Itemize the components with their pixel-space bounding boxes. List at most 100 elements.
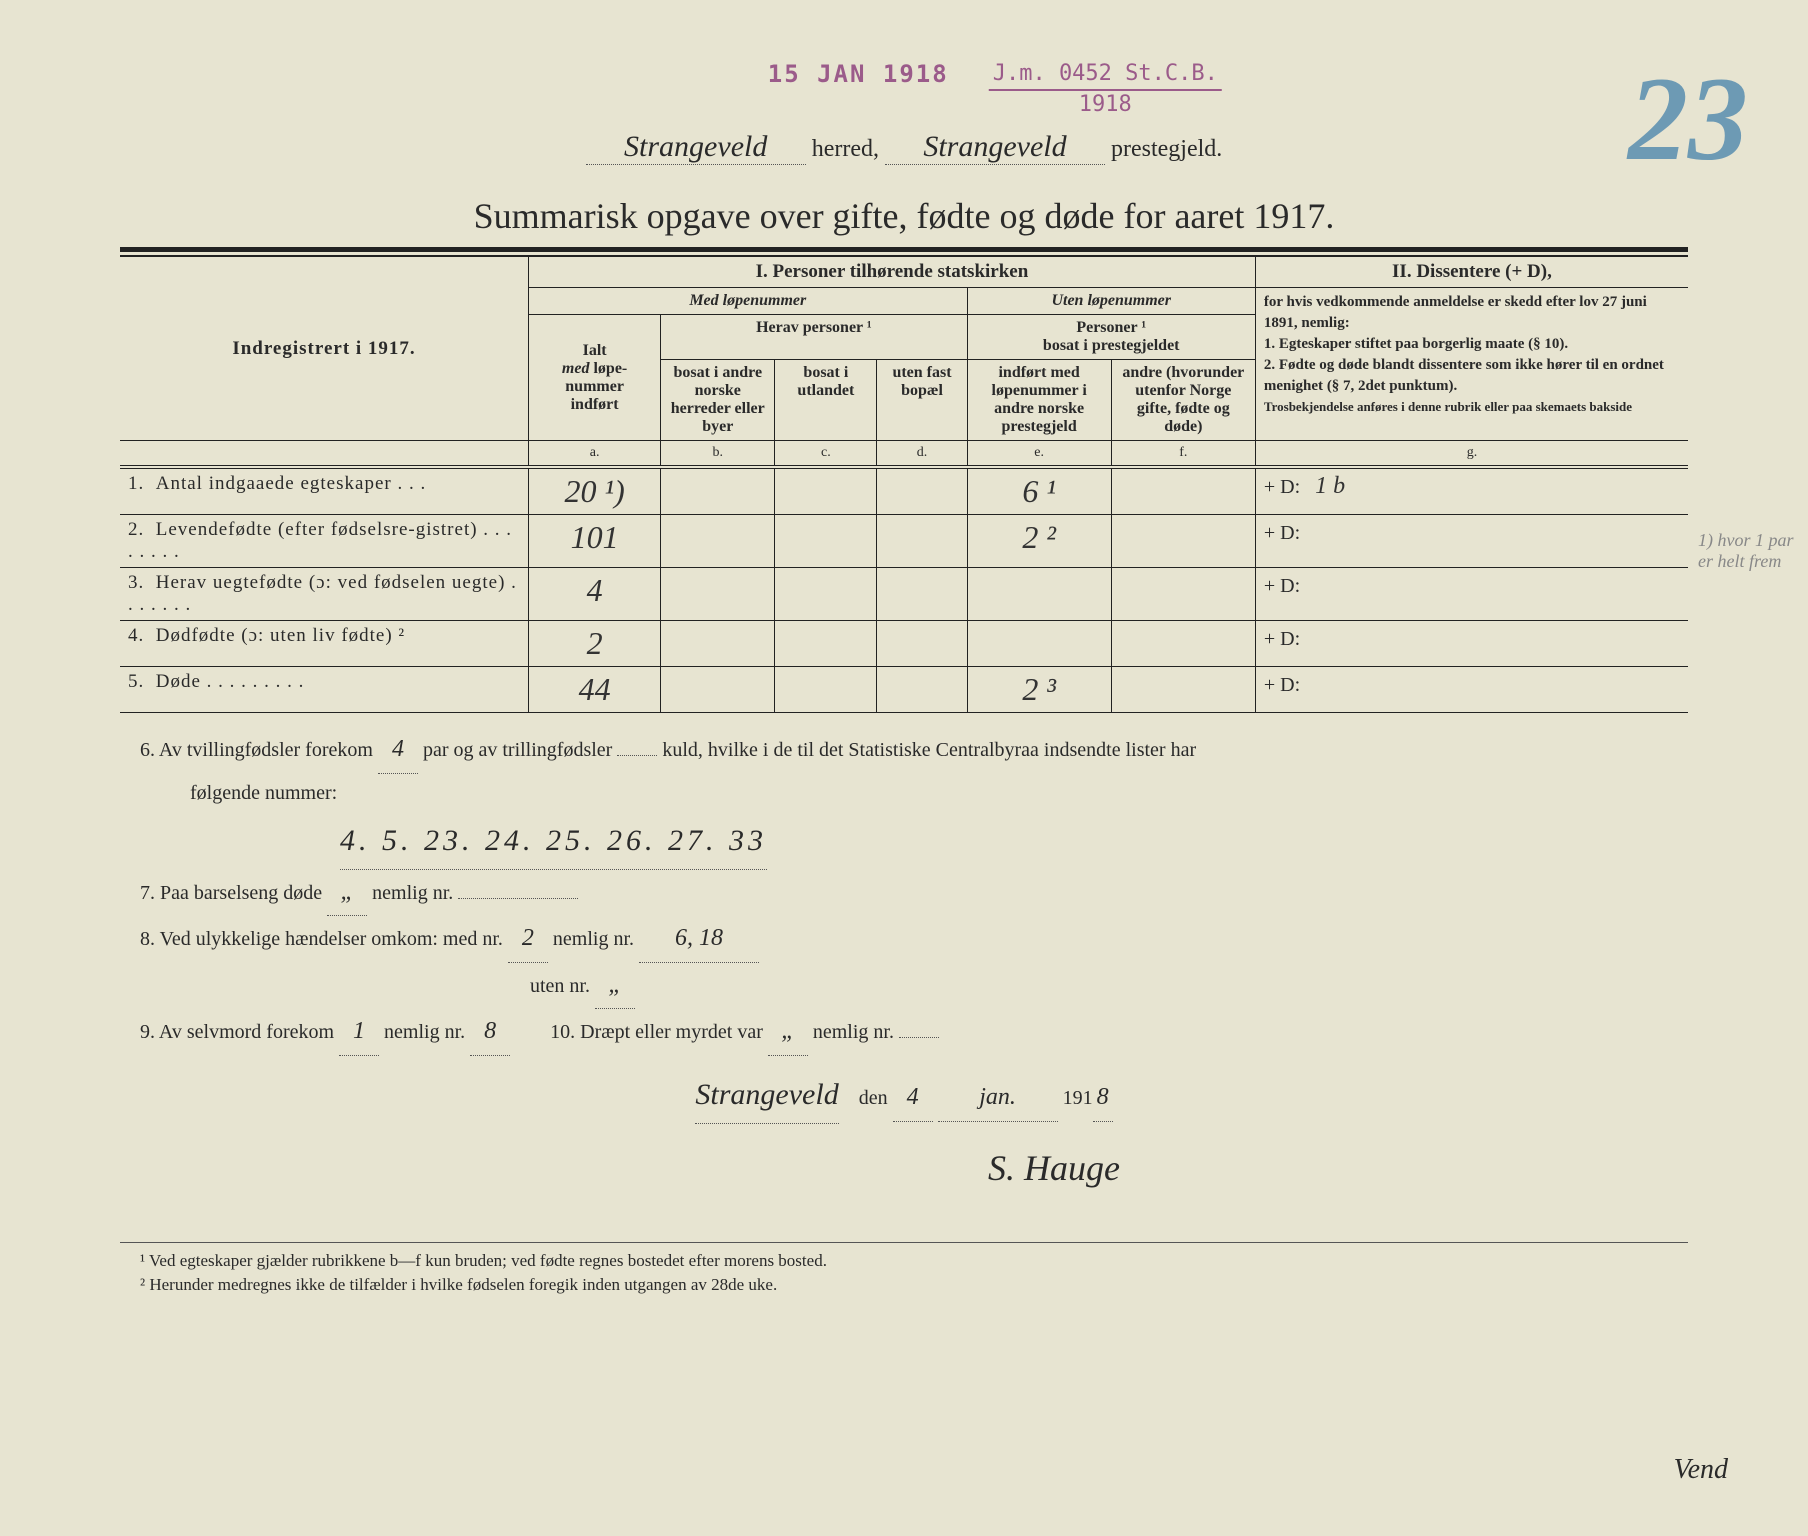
cell-e: 2 ³ [967,667,1111,713]
row-label: 4. Dødfødte (ɔ: uten liv fødte) ² [120,621,529,667]
uten-lope-header: Uten løpenummer [967,288,1255,315]
main-rule [120,247,1688,256]
cell-f [1111,467,1255,515]
twin-count: 4 [378,727,418,774]
date-month: jan. [938,1075,1058,1122]
cell-b [661,467,775,515]
cell-f [1111,621,1255,667]
signature: S. Hauge [140,1134,1668,1202]
l8-med: 2 [508,916,548,963]
cell-e [967,568,1111,621]
l10-nr [899,1037,939,1038]
cell-c [775,568,877,621]
line-6: 6. Av tvillingfødsler forekom 4 par og a… [140,727,1668,774]
line-8: 8. Ved ulykkelige hændelser omkom: med n… [140,916,1668,963]
cell-d [877,515,967,568]
prestegjeld-value: Strangeveld [885,130,1105,165]
letter-f: f. [1111,441,1255,468]
cell-b [661,515,775,568]
indreg-header: Indregistrert i 1917. [120,257,529,441]
signature-name: S. Hauge [988,1134,1120,1202]
signature-line: Strangeveld den 4 jan. 1918 [140,1066,1668,1124]
footnote-1: ¹ Ved egteskaper gjælder rubrikkene b—f … [140,1249,1688,1273]
letter-c: c. [775,441,877,468]
cell-e: 6 ¹ [967,467,1111,515]
cell-c [775,467,877,515]
header-line: Strangeveld herred, Strangeveld prestegj… [120,130,1688,165]
line-6b: følgende nummer: [140,774,1668,812]
l8-nr: 6, 18 [639,916,759,963]
cell-e: 2 ² [967,515,1111,568]
stamp-area: 15 JAN 1918 J.m. 0452 St.C.B. 1918 [768,60,1222,119]
page-number-handwritten: 23 [1628,50,1748,188]
cell-f [1111,568,1255,621]
l7-val: „ [327,870,367,917]
letter-d: d. [877,441,967,468]
cell-d [877,467,967,515]
cell-a: 4 [529,568,661,621]
row-label: 3. Herav uegtefødte (ɔ: ved fødselen ueg… [120,568,529,621]
cell-g: + D: [1255,515,1688,568]
cell-c [775,621,877,667]
cell-b [661,568,775,621]
section1-header: I. Personer tilhørende statskirken [529,257,1256,288]
col-e-header: indført med løpenummer i andre norske pr… [967,360,1111,441]
cell-g: + D: 1 b [1255,467,1688,515]
date-day: 4 [893,1075,933,1122]
col-d-header: uten fast bopæl [877,360,967,441]
cell-a: 44 [529,667,661,713]
l8-uten: „ [595,963,635,1010]
trip-count [617,755,657,756]
section2-header: II. Dissentere (+ D), [1255,257,1688,288]
letter-b: b. [661,441,775,468]
form-title: Summarisk opgave over gifte, fødte og dø… [120,195,1688,237]
footnotes: ¹ Ved egteskaper gjælder rubrikkene b—f … [120,1242,1688,1297]
footnote-2: ² Herunder medregnes ikke de tilfælder i… [140,1273,1688,1297]
vend-note: Vend [1674,1454,1728,1486]
date-year: 8 [1093,1075,1113,1122]
row-label: 2. Levendefødte (efter fødselsre-gistret… [120,515,529,568]
cell-b [661,667,775,713]
l9-nr: 8 [470,1009,510,1056]
row-label: 1. Antal indgaaede egteskaper . . . [120,467,529,515]
herav-header: Herav personer ¹ [661,315,967,360]
stamp-reference: J.m. 0452 St.C.B. 1918 [989,60,1222,119]
margin-note: 1) hvor 1 par er helt frem [1698,530,1798,572]
col-c-header: bosat i utlandet [775,360,877,441]
l10-val: „ [768,1009,808,1056]
cell-a: 101 [529,515,661,568]
med-lope-header: Med løpenummer [529,288,968,315]
cell-b [661,621,775,667]
cell-g: + D: [1255,568,1688,621]
twin-numbers: 4. 5. 23. 24. 25. 26. 27. 33 [340,812,767,870]
stamp-date: 15 JAN 1918 [768,60,949,88]
cell-g: + D: [1255,621,1688,667]
cell-a: 20 ¹) [529,467,661,515]
cell-d [877,568,967,621]
lower-section: 6. Av tvillingfødsler forekom 4 par og a… [120,727,1688,1202]
cell-c [775,667,877,713]
line-7: 7. Paa barselseng døde „ nemlig nr. [140,870,1668,917]
letter-a: a. [529,441,661,468]
line-6-nums: 4. 5. 23. 24. 25. 26. 27. 33 [140,812,1668,870]
col-a-header: Ialtmed løpe-nummerindført [529,315,661,441]
letter-e: e. [967,441,1111,468]
col-b-header: bosat i andre norske herreder eller byer [661,360,775,441]
personer-bosat-header: Personer ¹bosat i prestegjeldet [967,315,1255,360]
cell-d [877,621,967,667]
cell-c [775,515,877,568]
place: Strangeveld [695,1066,838,1124]
herred-label: herred, [812,136,879,162]
col-g-text: for hvis vedkommende anmeldelse er skedd… [1255,288,1688,441]
l7-nr [458,898,578,899]
col-f-header: andre (hvorunder utenfor Norge gifte, fø… [1111,360,1255,441]
cell-f [1111,515,1255,568]
cell-f [1111,667,1255,713]
line-8b: uten nr. „ [140,963,1668,1010]
herred-value: Strangeveld [586,130,806,165]
l9-val: 1 [339,1009,379,1056]
line-9-10: 9. Av selvmord forekom 1 nemlig nr. 8 10… [140,1009,1668,1056]
cell-d [877,667,967,713]
row-label: 5. Døde . . . . . . . . . [120,667,529,713]
letter-g: g. [1255,441,1688,468]
